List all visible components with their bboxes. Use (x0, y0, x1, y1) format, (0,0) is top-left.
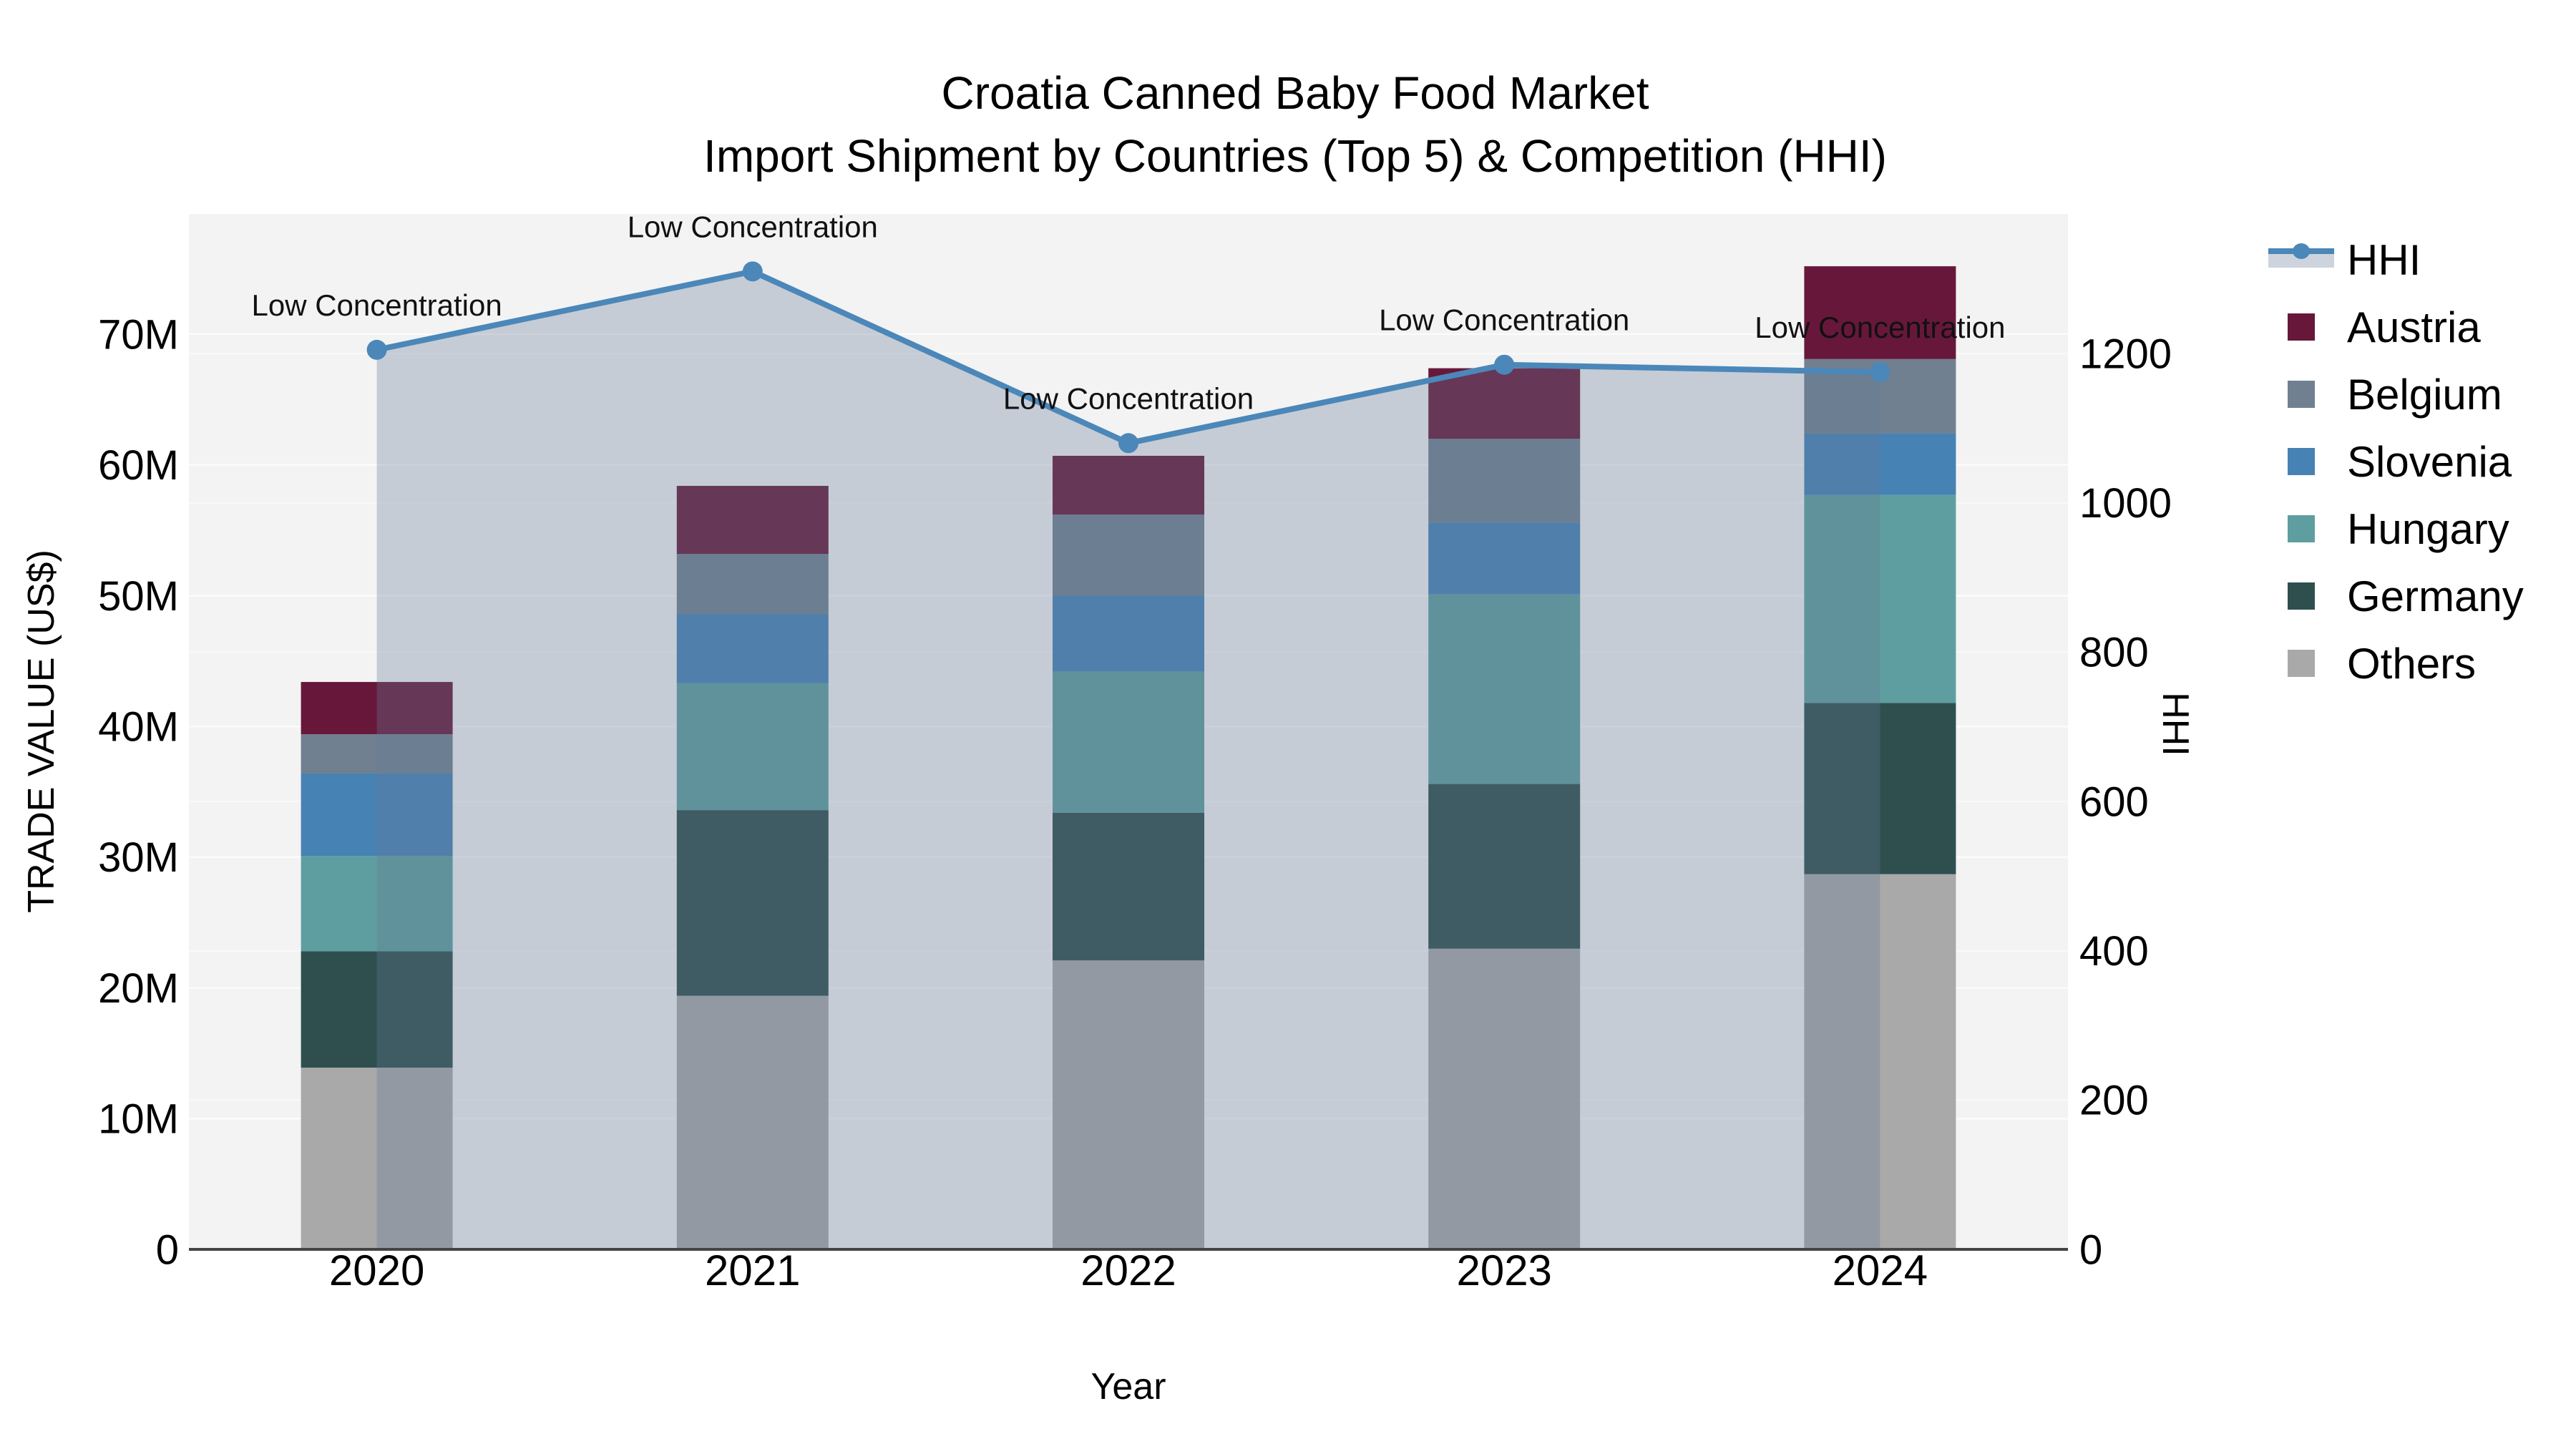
hhi-line-legend-icon (2267, 238, 2347, 281)
left-tick-label-30M: 30M (98, 834, 179, 881)
austria-swatch-icon (2267, 306, 2347, 348)
bar-segment-2021-slovenia (676, 614, 829, 683)
x-axis-title: Year (1091, 1366, 1166, 1407)
legend-label-slovenia: Slovenia (2347, 437, 2512, 486)
bar-segment-2020-others (301, 1068, 453, 1249)
hhi-marker-2024 (1870, 362, 1890, 383)
bar-segment-2021-hungary (676, 683, 829, 811)
bar-segment-2022-austria (1053, 455, 1204, 515)
legend-item-hungary[interactable]: Hungary (2267, 495, 2567, 562)
legend-label-germany: Germany (2347, 572, 2524, 620)
germany-swatch-icon (2267, 575, 2347, 618)
bar-segment-2024-germany (1804, 703, 1956, 874)
belgium-swatch-icon (2267, 373, 2347, 416)
bar-segment-2023-slovenia (1428, 522, 1581, 595)
x-tick-label-2022: 2022 (1080, 1246, 1176, 1294)
right-axis-title: HHI (2155, 692, 2196, 756)
left-tick-label-60M: 60M (98, 442, 179, 489)
slovenia-swatch-icon (2267, 440, 2347, 483)
bar-segment-2022-hungary (1053, 671, 1204, 813)
right-tick-label-0: 0 (2079, 1226, 2102, 1273)
legend-label-belgium: Belgium (2347, 370, 2502, 419)
right-tick-label-1000: 1000 (2079, 480, 2172, 527)
annotation-low-concentration-2024: Low Concentration (1755, 311, 2005, 344)
annotation-low-concentration-2022: Low Concentration (1003, 381, 1254, 415)
x-tick-label-2024: 2024 (1833, 1246, 1928, 1294)
x-tick-label-2021: 2021 (705, 1246, 800, 1294)
chart-title: Croatia Canned Baby Food Market Import Sh… (0, 62, 2576, 187)
bar-segment-2023-austria (1428, 368, 1581, 439)
annotation-low-concentration-2020: Low Concentration (251, 288, 502, 322)
bar-segment-2023-others (1428, 948, 1581, 1249)
legend-item-slovenia[interactable]: Slovenia (2267, 428, 2567, 495)
hhi-marker-2022 (1118, 433, 1138, 454)
right-tick-label-800: 800 (2079, 630, 2149, 676)
right-tick-label-600: 600 (2079, 779, 2149, 825)
hhi-marker-2023 (1494, 354, 1515, 375)
legend-label-others: Others (2347, 639, 2477, 688)
right-tick-label-200: 200 (2079, 1078, 2149, 1124)
bar-segment-2020-belgium (301, 734, 453, 774)
right-tick-label-1200: 1200 (2079, 331, 2172, 377)
bar-segment-2024-others (1804, 874, 1956, 1249)
left-tick-label-20M: 20M (98, 965, 179, 1012)
others-swatch-icon (2267, 642, 2347, 685)
left-tick-label-70M: 70M (98, 311, 179, 358)
hungary-swatch-icon (2267, 507, 2347, 550)
bar-segment-2022-germany (1053, 812, 1204, 961)
bar-segment-2021-austria (676, 486, 829, 555)
legend-label-hungary: Hungary (2347, 504, 2509, 553)
bar-segment-2023-hungary (1428, 594, 1581, 784)
x-tick-label-2023: 2023 (1456, 1246, 1551, 1294)
bar-segment-2022-others (1053, 960, 1204, 1249)
chart-title-line2: Import Shipment by Countries (Top 5) & C… (703, 130, 1887, 182)
left-tick-label-0: 0 (156, 1226, 179, 1273)
hhi-marker-2020 (366, 339, 387, 360)
annotation-low-concentration-2023: Low Concentration (1379, 303, 1629, 337)
bar-segment-2024-austria (1804, 266, 1956, 359)
x-tick-label-2020: 2020 (329, 1246, 424, 1294)
left-tick-label-40M: 40M (98, 703, 179, 750)
bar-segment-2022-slovenia (1053, 595, 1204, 672)
legend-label-hhi: HHI (2347, 235, 2421, 284)
chart-title-line1: Croatia Canned Baby Food Market (941, 67, 1649, 119)
bar-segment-2024-slovenia (1804, 433, 1956, 495)
legend-item-belgium[interactable]: Belgium (2267, 361, 2567, 428)
bar-segment-2021-belgium (676, 554, 829, 615)
legend-item-others[interactable]: Others (2267, 630, 2567, 697)
bar-segment-2020-germany (301, 951, 453, 1068)
left-axis-title: TRADE VALUE (US$) (21, 550, 62, 913)
bar-segment-2024-hungary (1804, 494, 1956, 703)
left-tick-label-50M: 50M (98, 573, 179, 620)
annotation-low-concentration-2021: Low Concentration (628, 210, 878, 243)
bar-segment-2021-germany (676, 810, 829, 996)
bar-segment-2020-austria (301, 682, 453, 735)
legend-item-hhi[interactable]: HHI (2267, 226, 2567, 293)
legend-item-germany[interactable]: Germany (2267, 562, 2567, 630)
bar-segment-2023-germany (1428, 784, 1581, 949)
bar-segment-2020-hungary (301, 856, 453, 952)
bar-segment-2020-slovenia (301, 773, 453, 857)
legend-item-austria[interactable]: Austria (2267, 293, 2567, 361)
hhi-marker-2021 (742, 261, 763, 282)
bar-segment-2023-belgium (1428, 439, 1581, 523)
hhi-area-fill (376, 271, 1880, 1249)
right-tick-label-400: 400 (2079, 928, 2149, 975)
left-tick-label-10M: 10M (98, 1096, 179, 1143)
legend-label-austria: Austria (2347, 303, 2481, 351)
bar-segment-2021-others (676, 995, 829, 1249)
legend: HHI Austria Belgium Slovenia Hungary Germany O… (2267, 226, 2567, 697)
bar-segment-2022-belgium (1053, 514, 1204, 596)
